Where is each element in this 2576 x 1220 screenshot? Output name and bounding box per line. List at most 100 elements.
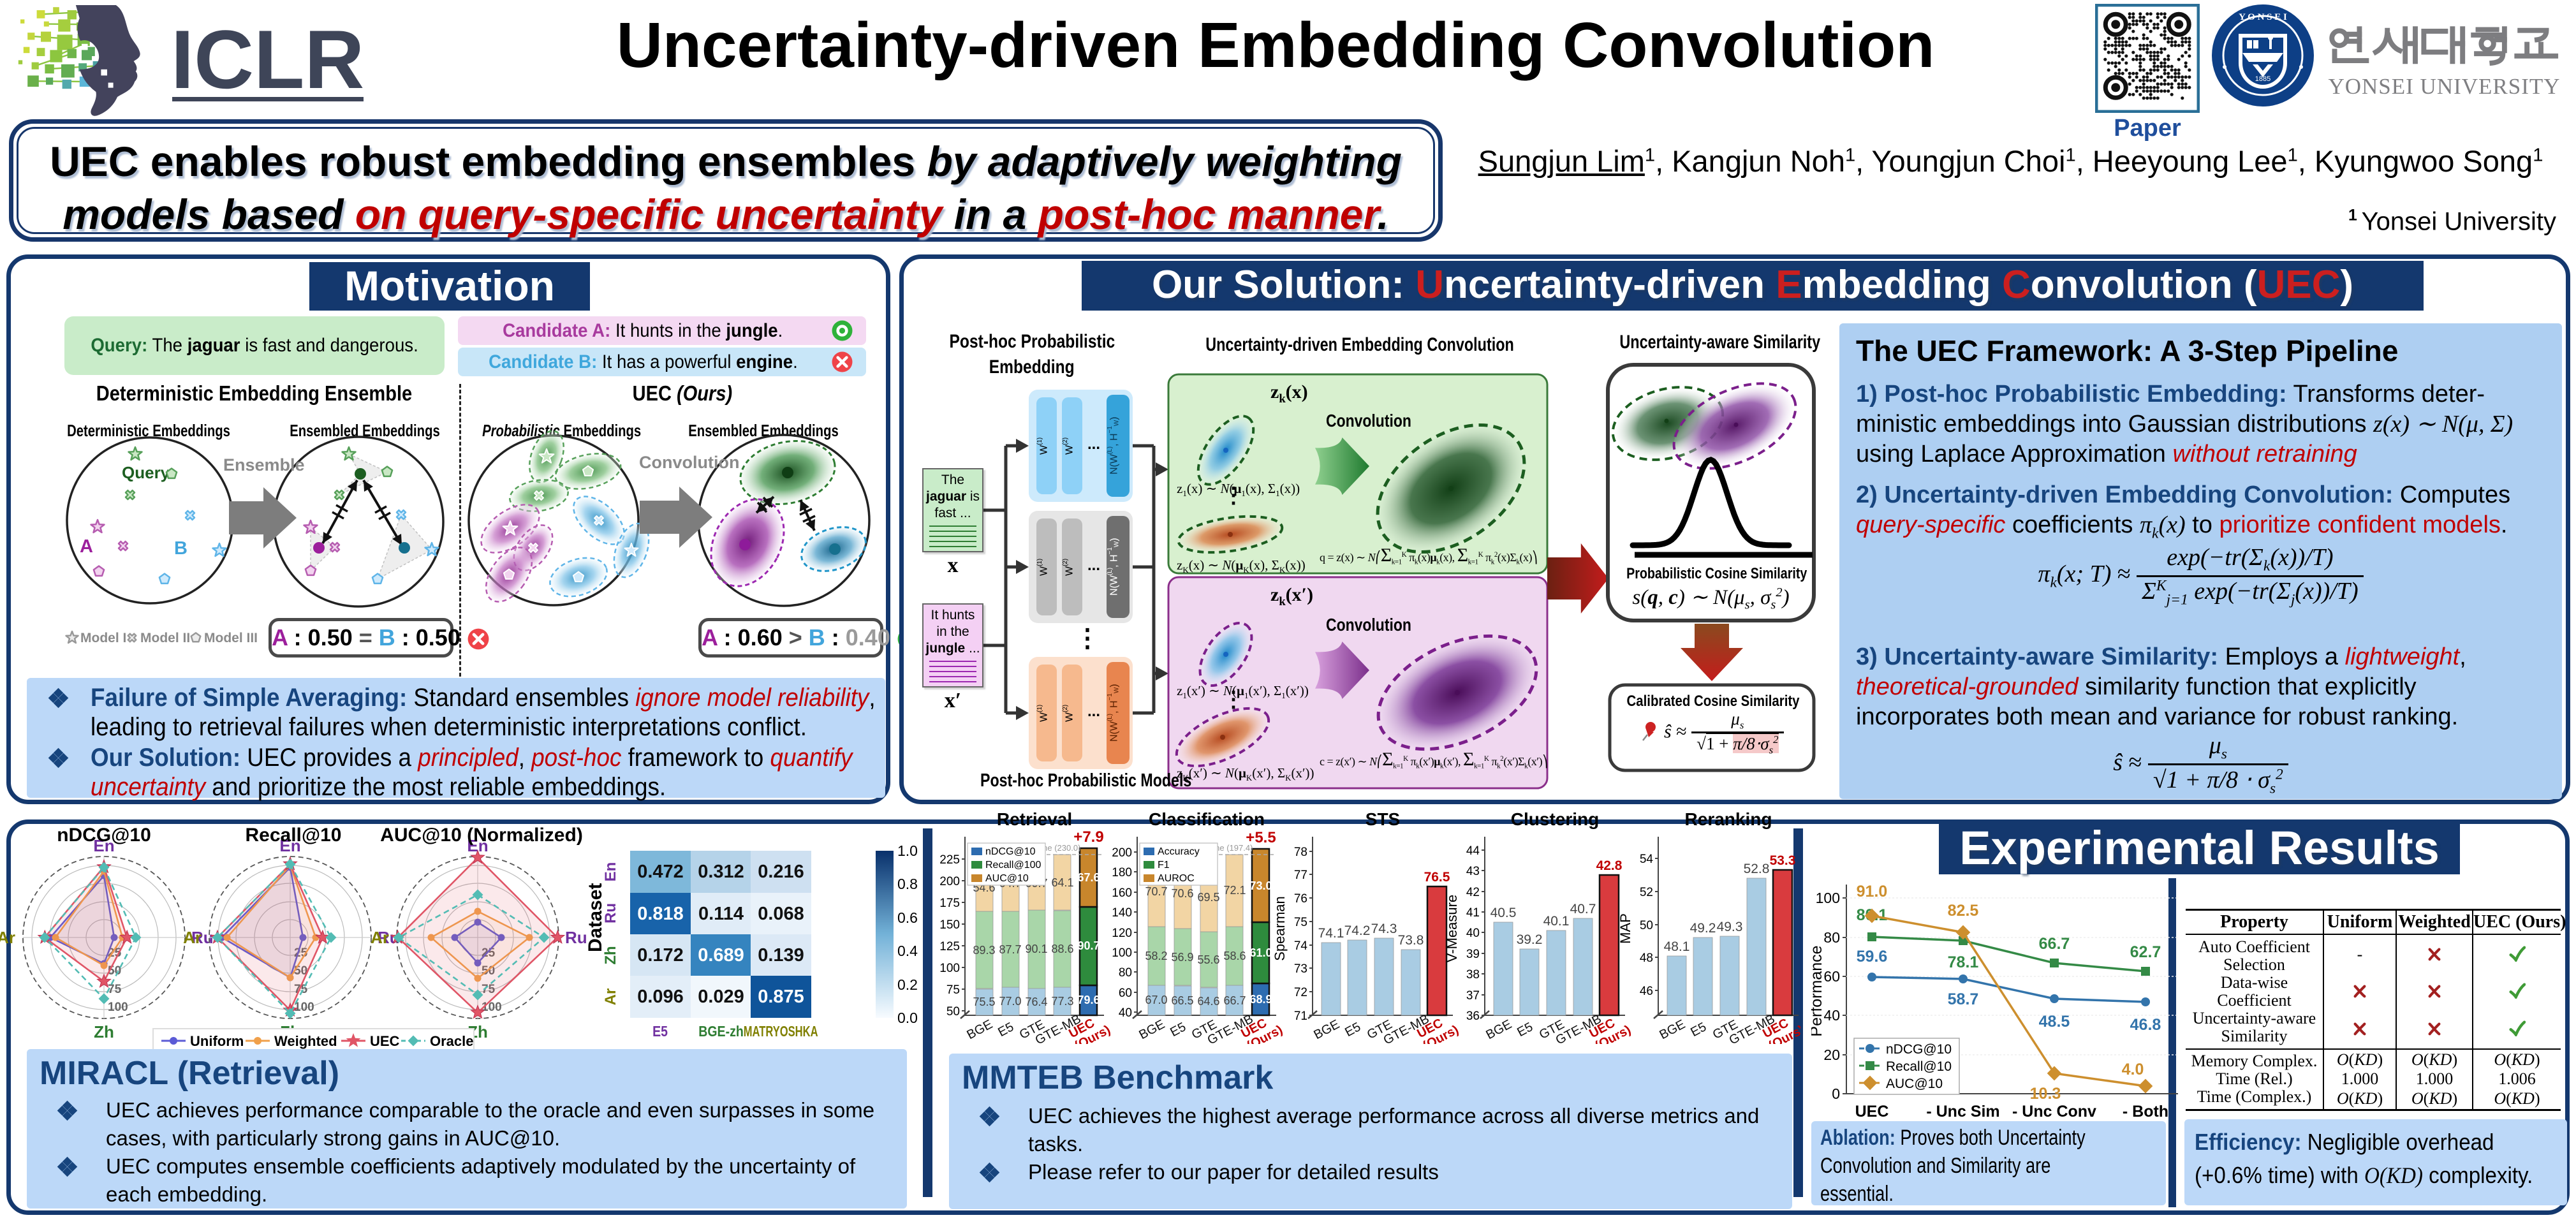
svg-text:70.6: 70.6 bbox=[1171, 887, 1193, 900]
svg-text:A: A bbox=[80, 536, 93, 557]
svg-text:- Unc Conv: - Unc Conv bbox=[2012, 1103, 2096, 1119]
svg-text:36: 36 bbox=[1466, 1010, 1480, 1023]
svg-text:56.9: 56.9 bbox=[1171, 951, 1193, 964]
svg-text:61.0: 61.0 bbox=[1249, 946, 1272, 959]
svg-text:48.5: 48.5 bbox=[2039, 1013, 2070, 1031]
svg-text:40.1: 40.1 bbox=[1543, 914, 1570, 929]
svg-text:62.7: 62.7 bbox=[2130, 943, 2161, 961]
svg-text:67.0: 67.0 bbox=[1145, 994, 1167, 1006]
svg-text:75: 75 bbox=[1294, 916, 1307, 929]
svg-text:BGE: BGE bbox=[1311, 1017, 1342, 1042]
svg-text:BGE: BGE bbox=[1657, 1017, 1688, 1042]
svg-text:20: 20 bbox=[1823, 1047, 1840, 1063]
svg-text:25: 25 bbox=[108, 946, 122, 960]
svg-text:52.8: 52.8 bbox=[1744, 862, 1770, 876]
svg-text:66.7: 66.7 bbox=[1223, 994, 1246, 1007]
svg-text:100: 100 bbox=[939, 962, 960, 975]
svg-text:71: 71 bbox=[1294, 1010, 1307, 1023]
svg-text:38: 38 bbox=[1466, 968, 1480, 981]
svg-text:80: 80 bbox=[1119, 966, 1132, 980]
svg-text:Uniform: Uniform bbox=[190, 1033, 244, 1049]
svg-text:MAP: MAP bbox=[1617, 913, 1633, 944]
svg-text:40: 40 bbox=[1823, 1007, 1840, 1024]
svg-text:Ar: Ar bbox=[183, 928, 202, 947]
svg-text:74.2: 74.2 bbox=[1344, 923, 1371, 938]
svg-text:150: 150 bbox=[939, 918, 960, 932]
svg-text:58.2: 58.2 bbox=[1145, 950, 1167, 962]
svg-text:67.6: 67.6 bbox=[1077, 871, 1100, 884]
svg-text:⋮: ⋮ bbox=[1075, 624, 1100, 652]
svg-text:125: 125 bbox=[939, 940, 960, 953]
svg-text:42: 42 bbox=[1466, 886, 1480, 899]
svg-text:175: 175 bbox=[939, 897, 960, 910]
svg-text:70.7: 70.7 bbox=[1145, 885, 1167, 898]
svg-text:73.8: 73.8 bbox=[1398, 933, 1424, 948]
svg-text:E5: E5 bbox=[1515, 1020, 1535, 1040]
svg-text:25: 25 bbox=[482, 946, 496, 960]
svg-text:ICLR: ICLR bbox=[171, 13, 364, 106]
svg-text:72: 72 bbox=[1294, 986, 1307, 999]
svg-text:Performance: Performance bbox=[1811, 945, 1825, 1036]
svg-text:100: 100 bbox=[294, 1001, 314, 1014]
svg-text:50: 50 bbox=[946, 1005, 960, 1018]
svg-text:BGE: BGE bbox=[1483, 1017, 1514, 1042]
svg-text:Recall@10: Recall@10 bbox=[1886, 1059, 1952, 1074]
svg-text:- Both: - Both bbox=[2123, 1103, 2168, 1119]
svg-text:66.5: 66.5 bbox=[1171, 994, 1193, 1007]
svg-text:+5.5: +5.5 bbox=[1246, 829, 1276, 846]
svg-text:40: 40 bbox=[1119, 1006, 1132, 1020]
svg-text:225: 225 bbox=[939, 853, 960, 867]
svg-text:75: 75 bbox=[108, 983, 122, 996]
svg-text:Convolution: Convolution bbox=[639, 453, 739, 472]
svg-text:91.0: 91.0 bbox=[1857, 883, 1888, 900]
svg-text:Spearman: Spearman bbox=[1272, 896, 1288, 961]
svg-text:55.6: 55.6 bbox=[1197, 953, 1219, 966]
svg-text:Zh: Zh bbox=[94, 1022, 114, 1041]
svg-text:BGE: BGE bbox=[964, 1017, 995, 1042]
svg-text:52: 52 bbox=[1640, 886, 1653, 899]
svg-text:E5: E5 bbox=[1688, 1020, 1709, 1040]
svg-text:66.7: 66.7 bbox=[2039, 935, 2070, 953]
svg-text:78: 78 bbox=[1294, 846, 1307, 859]
svg-text:49.2: 49.2 bbox=[1690, 921, 1716, 936]
svg-text:Ensemble: Ensemble bbox=[223, 455, 305, 474]
svg-text:74.1: 74.1 bbox=[1318, 926, 1344, 941]
svg-text:90.1: 90.1 bbox=[1025, 943, 1047, 955]
svg-text:Accuracy: Accuracy bbox=[1158, 846, 1200, 857]
svg-text:Oracle: Oracle bbox=[430, 1033, 474, 1049]
svg-text:75: 75 bbox=[946, 983, 960, 997]
svg-text:UEC: UEC bbox=[370, 1033, 400, 1049]
svg-text:160: 160 bbox=[1112, 886, 1132, 900]
svg-text:0: 0 bbox=[1832, 1085, 1840, 1102]
svg-text:79.6: 79.6 bbox=[1077, 994, 1100, 1006]
svg-text:37: 37 bbox=[1466, 989, 1480, 1003]
svg-text:46.8: 46.8 bbox=[2130, 1016, 2161, 1034]
svg-text:Recall@100: Recall@100 bbox=[985, 860, 1041, 871]
svg-text:72.1: 72.1 bbox=[1223, 884, 1246, 897]
svg-text:76.4: 76.4 bbox=[1025, 996, 1047, 1008]
svg-text:Model II: Model II bbox=[140, 631, 190, 645]
svg-text:UEC: UEC bbox=[1855, 1103, 1889, 1119]
svg-text:74.3: 74.3 bbox=[1371, 922, 1397, 936]
svg-text:nDCG@10: nDCG@10 bbox=[985, 846, 1036, 857]
svg-text:88.6: 88.6 bbox=[1051, 943, 1073, 955]
svg-text:180: 180 bbox=[1112, 866, 1132, 879]
svg-text:68.9: 68.9 bbox=[1249, 993, 1272, 1006]
svg-text:En: En bbox=[93, 836, 114, 855]
svg-text:40: 40 bbox=[1466, 927, 1480, 940]
svg-text:64.1: 64.1 bbox=[1051, 876, 1073, 889]
svg-text:Retrieval: Retrieval bbox=[997, 811, 1072, 829]
svg-text:100: 100 bbox=[1112, 946, 1132, 960]
svg-text:STS: STS bbox=[1365, 811, 1400, 829]
svg-text:73: 73 bbox=[1294, 962, 1307, 976]
svg-text:1885: 1885 bbox=[2255, 75, 2271, 83]
svg-text:58.6: 58.6 bbox=[1223, 950, 1246, 962]
svg-text:77.0: 77.0 bbox=[999, 995, 1021, 1008]
svg-text:82.5: 82.5 bbox=[1948, 902, 1979, 920]
svg-text:59.6: 59.6 bbox=[1857, 948, 1888, 966]
svg-text:89.3: 89.3 bbox=[973, 944, 995, 957]
svg-text:40.5: 40.5 bbox=[1490, 906, 1517, 920]
svg-text:200: 200 bbox=[1112, 846, 1132, 860]
svg-text:E5: E5 bbox=[1168, 1020, 1188, 1040]
svg-text:⋮: ⋮ bbox=[1223, 687, 1244, 712]
